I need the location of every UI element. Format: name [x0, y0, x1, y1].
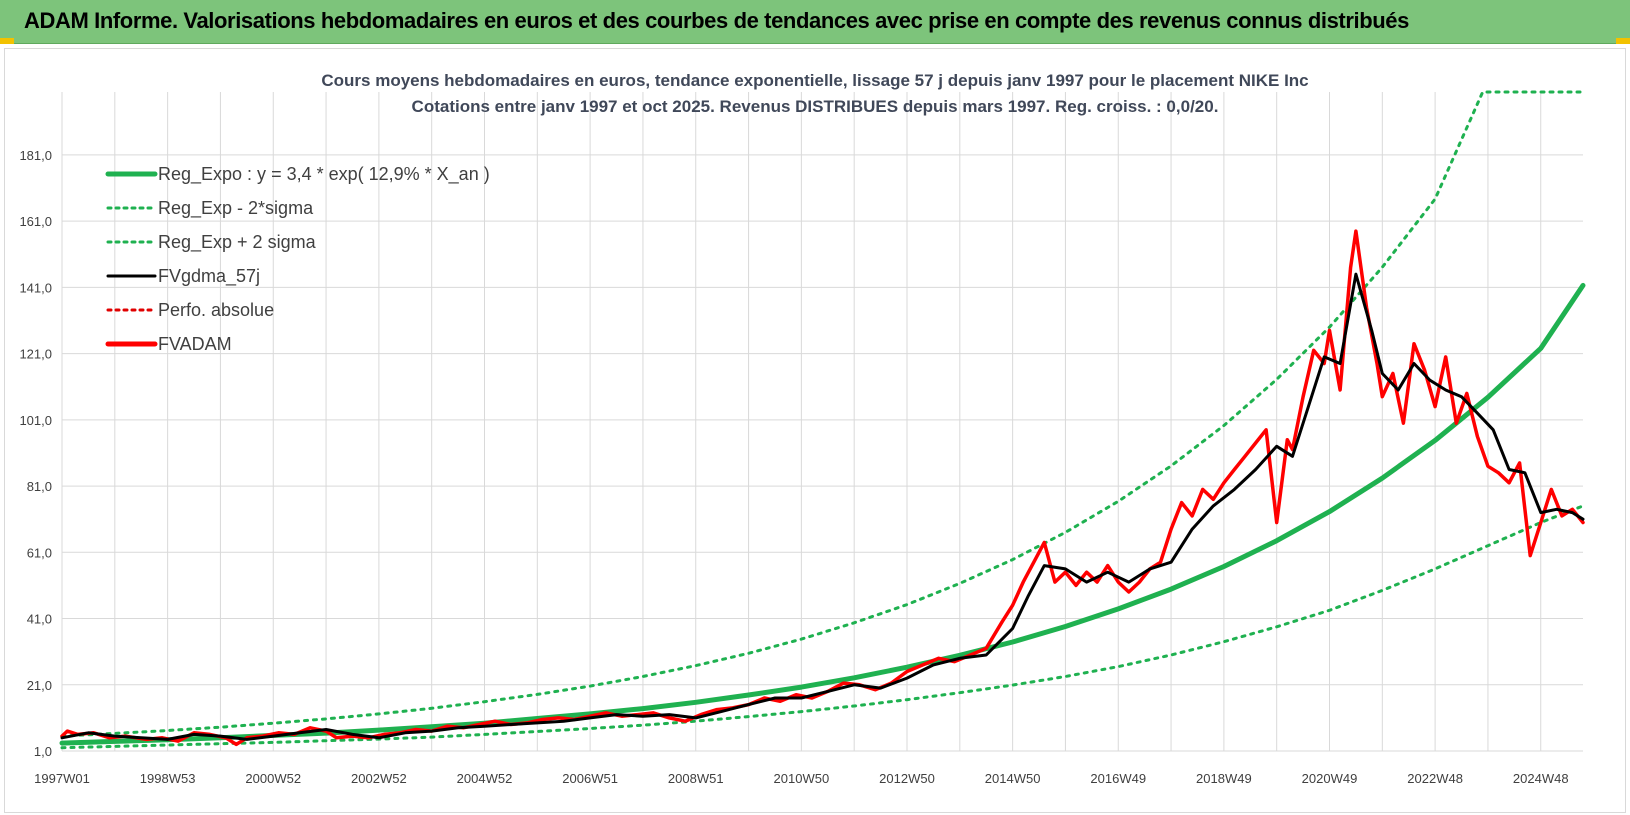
axis-labels: 1,0 21,0 41,0 61,0 81,0 101,0 121,0 141,0 161,0 1… — [19, 148, 1568, 786]
legend-label: FVADAM — [158, 334, 232, 354]
x-tick-label: 2006W51 — [562, 771, 618, 786]
grid-layer — [61, 92, 1583, 752]
x-tick-label: 2012W50 — [879, 771, 935, 786]
legend-label: Reg_Expo : y = 3,4 * exp( 12,9% * X_an ) — [158, 164, 490, 185]
y-tick-label: 161,0 — [19, 214, 52, 229]
y-tick-label: 141,0 — [19, 280, 52, 295]
legend-label: FVgdma_57j — [158, 266, 260, 287]
x-tick-label: 2014W50 — [985, 771, 1041, 786]
x-tick-label: 2018W49 — [1196, 771, 1252, 786]
chart-title-block: Cours moyens hebdomadaires en euros, ten… — [321, 71, 1308, 116]
x-tick-label: 2022W48 — [1407, 771, 1463, 786]
legend-label: Perfo. absolue — [158, 300, 274, 320]
x-tick-label: 1997W01 — [34, 771, 90, 786]
x-tick-label: 2002W52 — [351, 771, 407, 786]
x-tick-label: 2024W48 — [1513, 771, 1569, 786]
plot-frame — [4, 48, 1626, 813]
legend-label: Reg_Exp + 2 sigma — [158, 232, 317, 253]
series-line-2 — [60, 504, 1585, 750]
x-tick-label: 1998W53 — [140, 771, 196, 786]
x-tick-label: 2004W52 — [457, 771, 513, 786]
y-tick-label: 101,0 — [19, 413, 52, 428]
series-line-4 — [60, 272, 1585, 741]
x-tick-label: 2020W49 — [1302, 771, 1358, 786]
corner-mark-left — [0, 38, 14, 44]
report-banner: ADAM Informe. Valorisations hebdomadaire… — [0, 0, 1630, 44]
chart-title-line: Cotations entre janv 1997 et oct 2025. R… — [412, 97, 1219, 116]
y-tick-label: 61,0 — [27, 545, 52, 560]
y-tick-label: 81,0 — [27, 479, 52, 494]
chart-title-line: Cours moyens hebdomadaires en euros, ten… — [321, 71, 1308, 90]
y-tick-label: 1,0 — [34, 744, 52, 759]
y-tick-label: 41,0 — [27, 612, 52, 627]
x-tick-label: 2008W51 — [668, 771, 724, 786]
y-tick-label: 121,0 — [19, 347, 52, 362]
series-line-5 — [60, 229, 1585, 747]
y-tick-label: 21,0 — [27, 678, 52, 693]
report-title: ADAM Informe. Valorisations hebdomadaire… — [24, 8, 1409, 33]
series-line-1 — [59, 282, 1586, 746]
corner-mark-right — [1616, 38, 1630, 44]
y-tick-label: 181,0 — [19, 148, 52, 163]
x-tick-label: 2016W49 — [1090, 771, 1146, 786]
legend: Reg_Expo : y = 3,4 * exp( 12,9% * X_an )… — [105, 164, 490, 354]
x-tick-label: 2010W50 — [774, 771, 830, 786]
x-tick-label: 2000W52 — [245, 771, 301, 786]
series-line-3 — [60, 90, 1585, 738]
series-layer — [59, 90, 1586, 750]
legend-label: Reg_Exp - 2*sigma — [158, 198, 314, 219]
